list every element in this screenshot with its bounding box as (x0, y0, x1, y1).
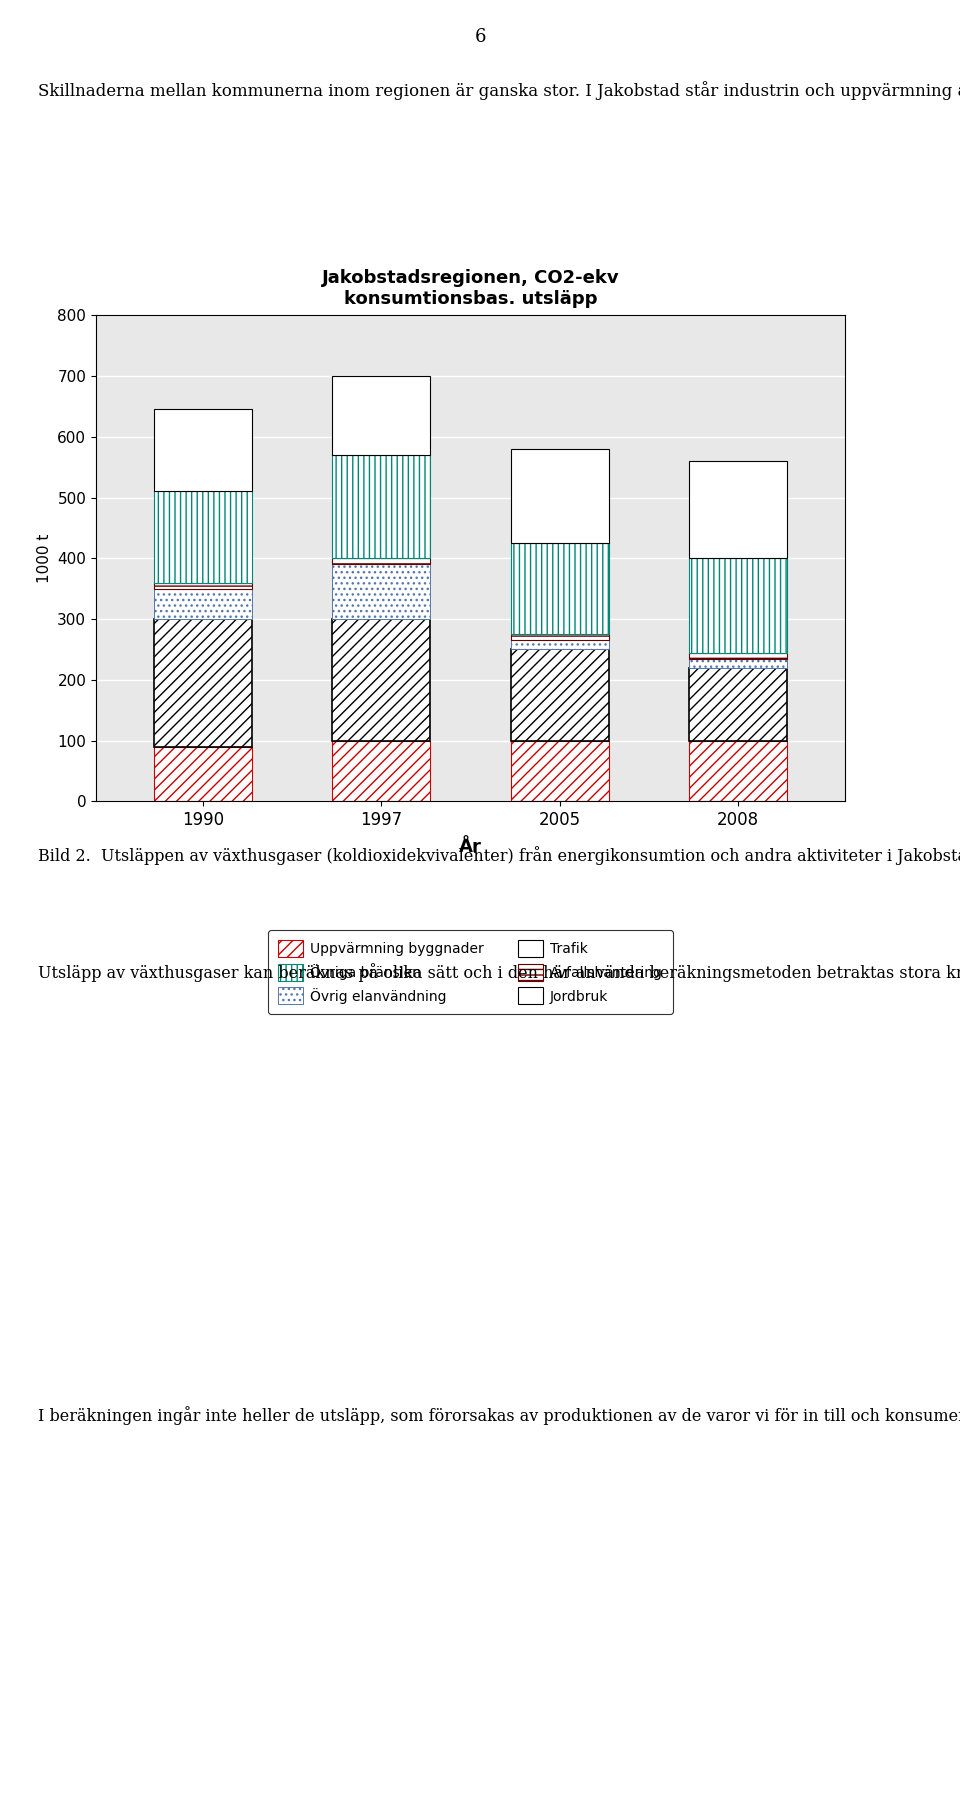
Bar (688, 740, 787, 801)
Y-axis label: 1000 t: 1000 t (36, 533, 52, 584)
Bar (511, 634, 609, 641)
Bar (154, 620, 252, 747)
Text: I beräkningen ingår inte heller de utsläpp, som förorsakas av produktionen av de: I beräkningen ingår inte heller de utslä… (38, 1405, 960, 1425)
Bar (332, 376, 430, 456)
Bar (332, 456, 430, 558)
Bar (154, 409, 252, 492)
Bar (688, 558, 787, 652)
Bar (511, 650, 609, 740)
Bar (511, 641, 609, 650)
Bar (154, 747, 252, 801)
Bar (511, 544, 609, 634)
Bar (511, 740, 609, 801)
Bar (154, 589, 252, 620)
Bar (332, 620, 430, 740)
X-axis label: År: År (459, 837, 482, 855)
Text: Utsläpp av växthusgaser kan beräknas på olika sätt och i den här använda beräkni: Utsläpp av växthusgaser kan beräknas på … (38, 964, 960, 982)
Bar (688, 652, 787, 659)
Bar (332, 558, 430, 564)
Bar (154, 582, 252, 589)
Bar (688, 659, 787, 668)
Title: Jakobstadsregionen, CO2-ekv
konsumtionsbas. utsläpp: Jakobstadsregionen, CO2-ekv konsumtionsb… (322, 270, 619, 308)
Bar (332, 564, 430, 620)
Bar (688, 461, 787, 558)
Bar (511, 448, 609, 544)
Bar (332, 740, 430, 801)
Legend: Uppvärmning byggnader, Övriga bränslen, Övrig elanvändning, Trafik, Avfallshante: Uppvärmning byggnader, Övriga bränslen, … (268, 929, 673, 1014)
Text: 6: 6 (474, 29, 486, 45)
Bar (688, 668, 787, 740)
Text: Bild 2.  Utsläppen av växthusgaser (koldioxidekvivalenter) från energikonsumtion: Bild 2. Utsläppen av växthusgaser (koldi… (38, 846, 960, 864)
Bar (154, 492, 252, 582)
Text: Skillnaderna mellan kommunerna inom regionen är ganska stor. I Jakobstad står in: Skillnaderna mellan kommunerna inom regi… (38, 81, 960, 99)
